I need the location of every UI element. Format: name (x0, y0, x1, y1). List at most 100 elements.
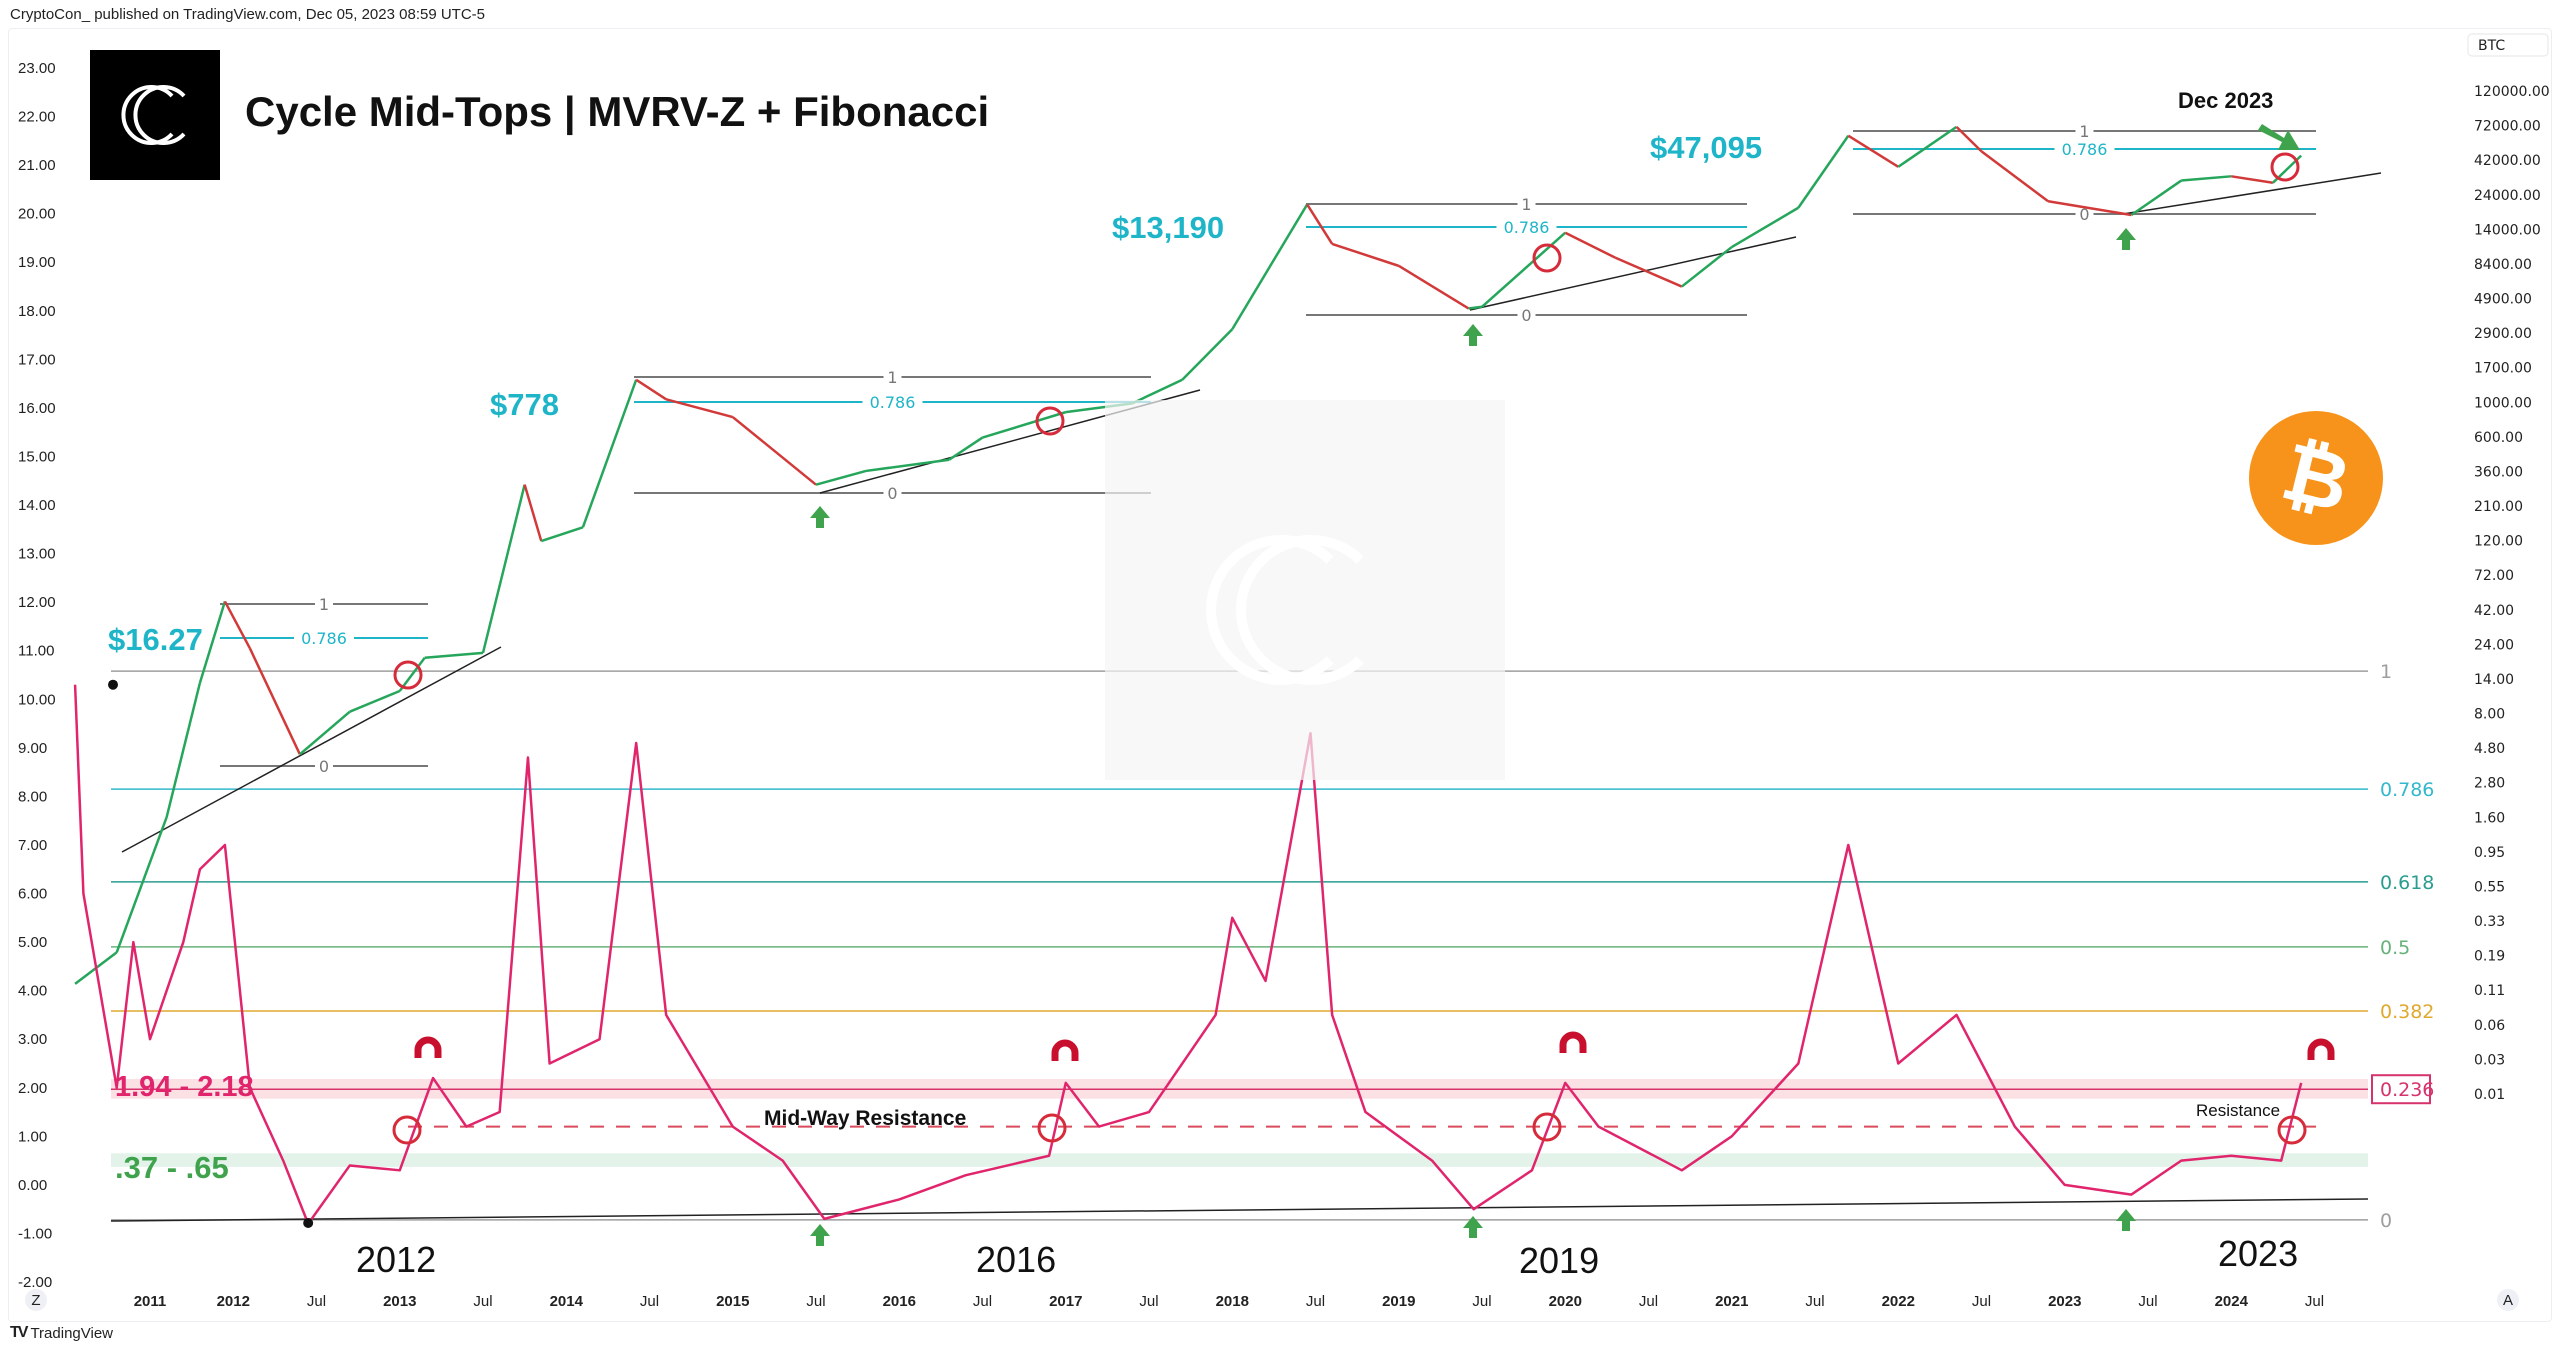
left-axis-tick: 0.00 (18, 1177, 47, 1194)
right-axis-tick: 2900.00 (2474, 326, 2532, 342)
btc-price-segment (731, 416, 817, 486)
right-axis-tick: 0.19 (2474, 949, 2505, 965)
published-header: CryptoCon_ published on TradingView.com,… (10, 6, 485, 23)
price-trendline (121, 646, 502, 853)
btc-price-segment (1797, 135, 1850, 209)
right-axis-tick: 14.00 (2474, 672, 2514, 688)
tradingview-brand: TradingView (30, 1324, 113, 1342)
right-axis-tick: 0.55 (2474, 879, 2505, 895)
btc-price-segment (1980, 150, 2049, 203)
x-axis-tick: 2015 (716, 1293, 749, 1310)
left-axis-tick: 8.00 (18, 788, 47, 805)
left-axis-tick: 7.00 (18, 837, 47, 854)
right-axis-tick: 0.95 (2474, 845, 2505, 861)
btc-price-segment (299, 710, 351, 756)
btc-price-segment (223, 600, 252, 649)
x-axis-tick: Jul (1139, 1293, 1158, 1310)
green-zone-label: .37 - .65 (115, 1150, 229, 1185)
price-fib-label: 1 (2079, 122, 2089, 141)
green-up-arrow-icon (2116, 228, 2136, 250)
price-fib-label: 0 (1521, 306, 1531, 325)
green-up-arrow-icon (1463, 324, 1483, 346)
btc-price-segment (540, 526, 584, 543)
cycle-mid-top-price: $16.27 (108, 622, 203, 657)
mvrv-start-point (108, 679, 118, 690)
btc-price-segment (1398, 264, 1470, 310)
left-axis-tick: 18.00 (18, 303, 56, 320)
right-axis-tick: 1000.00 (2474, 395, 2532, 411)
btc-price-segment (982, 410, 1067, 439)
x-axis-tick: Jul (1306, 1293, 1325, 1310)
magnet-icon (414, 1036, 442, 1058)
resistance-label: Resistance (2196, 1101, 2280, 1120)
x-axis-tick: Jul (307, 1293, 326, 1310)
left-axis-tick: -1.00 (18, 1225, 52, 1242)
symbol-badge[interactable] (2467, 33, 2549, 57)
left-axis-tick: 22.00 (18, 109, 56, 126)
x-axis-tick: Jul (973, 1293, 992, 1310)
chart-frame (8, 28, 2552, 1322)
price-fib-label: 0 (887, 484, 897, 503)
btc-price-segment (481, 484, 526, 654)
right-axis-tick: 0.01 (2474, 1087, 2505, 1103)
bitcoin-logo-icon (2249, 411, 2383, 545)
btc-price-segment (1564, 231, 1616, 259)
price-fib-label: 0 (2079, 205, 2089, 224)
x-axis-tick: 2012 (217, 1293, 250, 1310)
mid-top-circle-marker (1037, 1113, 1067, 1143)
left-axis-tick: -2.00 (18, 1274, 52, 1291)
btc-price-segment (1231, 203, 1309, 330)
log-toggle-button[interactable] (25, 1289, 47, 1311)
right-axis-tick: 120.00 (2474, 534, 2523, 550)
right-axis-tick: 210.00 (2474, 499, 2523, 515)
fib-level-label: 0.5 (2380, 937, 2410, 959)
right-axis-tick: 42.00 (2474, 603, 2514, 619)
btc-price-segment (1468, 305, 1483, 310)
left-axis-tick: 12.00 (18, 594, 56, 611)
x-axis-tick: Jul (1472, 1293, 1491, 1310)
cycle-year-label: 2023 (2218, 1233, 2298, 1274)
price-fib-label: 1 (1521, 195, 1531, 214)
fib-level-label: 0.618 (2380, 872, 2434, 894)
left-axis-tick: 3.00 (18, 1031, 47, 1048)
tradingview-footer: ТV TradingView (10, 1324, 113, 1342)
right-axis-tick: 8400.00 (2474, 257, 2532, 273)
right-axis-tick: 0.03 (2474, 1052, 2505, 1068)
mid-top-circle-marker (2277, 1115, 2307, 1145)
btc-price-segment (140, 816, 168, 886)
btc-price-segment (1306, 203, 1334, 245)
mid-way-resistance-label: Mid-Way Resistance (764, 1107, 966, 1130)
mvrv-z-line (73, 684, 2303, 1225)
x-axis-tick: 2011 (134, 1293, 167, 1310)
x-axis-tick: Jul (2138, 1293, 2157, 1310)
left-axis-tick: 15.00 (18, 448, 56, 465)
price-trendline (2122, 172, 2382, 215)
btc-price-segment (198, 601, 227, 684)
btc-price-segment (1331, 242, 1400, 268)
mid-top-circle-marker (392, 1115, 422, 1145)
x-axis-tick: 2014 (550, 1293, 584, 1310)
btc-price-segment (115, 884, 143, 953)
chart-title: Cycle Mid-Tops | MVRV-Z + Fibonacci (245, 88, 989, 136)
x-axis-tick: Jul (473, 1293, 492, 1310)
cryptocon-logo (90, 50, 220, 180)
btc-price-segment (523, 484, 543, 542)
left-axis-tick: 21.00 (18, 157, 56, 174)
auto-scale-button[interactable] (2497, 1289, 2519, 1311)
right-button-label: A (2503, 1292, 2513, 1309)
cycle-mid-top-price: $13,190 (1112, 210, 1224, 245)
green-up-arrow-icon (1463, 1216, 1483, 1238)
x-axis-tick: 2017 (1049, 1293, 1082, 1310)
x-axis-tick: Jul (1805, 1293, 1824, 1310)
left-axis-tick: 6.00 (18, 886, 47, 903)
right-axis-tick: 1.60 (2474, 810, 2505, 826)
btc-price-segment (349, 689, 401, 713)
btc-price-segment (2181, 175, 2232, 182)
fib-level-label: 0.382 (2380, 1001, 2434, 1023)
right-axis-tick: 360.00 (2474, 464, 2523, 480)
right-axis-tick: 0.06 (2474, 1018, 2505, 1034)
btc-price-segment (2130, 179, 2183, 217)
right-axis-tick: 72.00 (2474, 568, 2514, 584)
tradingview-logo-icon: ТV (10, 1324, 29, 1341)
